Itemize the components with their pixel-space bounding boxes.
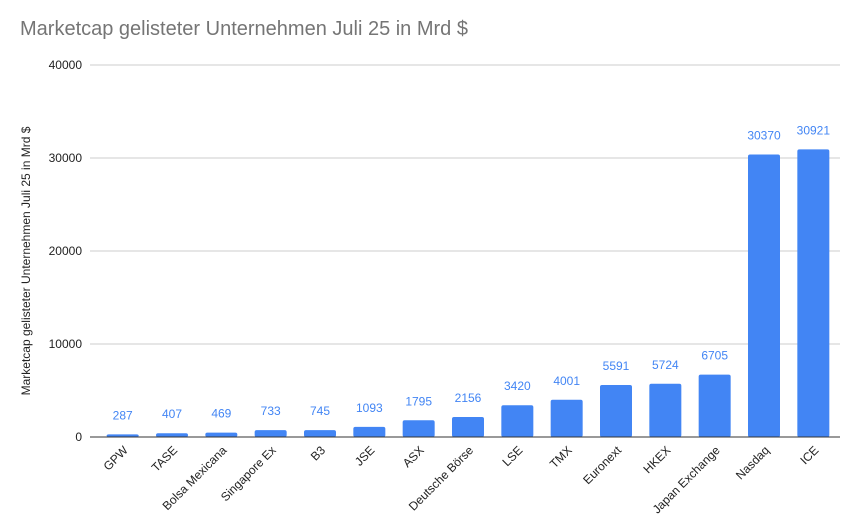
x-tick-label: ICE <box>797 443 821 467</box>
bar <box>205 432 238 437</box>
data-labels: 287 407 469 733 745 1093 1795 2156 3420 4001 5591 5… <box>113 123 831 422</box>
x-tick-label: JSE <box>352 443 377 468</box>
data-label: 469 <box>211 407 231 421</box>
bar <box>304 430 336 437</box>
y-tick-label: 0 <box>75 430 82 444</box>
bar <box>501 405 534 437</box>
y-tick-label: 10000 <box>49 337 83 351</box>
x-tick-label: TMX <box>547 443 575 471</box>
y-tick-label: 40000 <box>49 58 83 72</box>
bar <box>649 383 682 437</box>
data-label: 1795 <box>405 394 432 408</box>
y-tick-label: 20000 <box>49 244 83 258</box>
bar <box>353 426 386 437</box>
gridlines <box>90 64 840 345</box>
data-label: 30370 <box>747 129 781 143</box>
bar <box>797 149 830 437</box>
bar <box>156 433 188 437</box>
bars <box>106 149 830 437</box>
data-label: 287 <box>113 408 133 422</box>
data-label: 5591 <box>603 359 630 373</box>
data-label: 407 <box>162 407 182 421</box>
x-tick-label: Nasdaq <box>733 443 772 482</box>
bar <box>254 430 287 437</box>
data-label: 30921 <box>797 123 831 137</box>
chart-title: Marketcap gelisteter Unternehmen Juli 25… <box>20 18 468 40</box>
data-label: 5724 <box>652 358 679 372</box>
y-axis-title: Marketcap gelisteter Unternehmen Juli 25… <box>19 126 33 395</box>
data-label: 4001 <box>553 374 580 388</box>
bar <box>698 374 731 437</box>
data-label: 6705 <box>701 349 728 363</box>
x-tick-label: GPW <box>101 443 132 474</box>
x-tick-label: Euronext <box>580 443 624 487</box>
data-label: 2156 <box>455 391 482 405</box>
y-tick-label: 30000 <box>49 151 83 165</box>
bar <box>748 154 780 437</box>
bar <box>106 434 139 437</box>
y-axis-ticks: 0 10000 20000 30000 40000 <box>49 58 83 444</box>
bar <box>402 420 435 437</box>
x-tick-label: LSE <box>500 443 526 469</box>
data-label: 3420 <box>504 379 531 393</box>
data-label: 733 <box>261 404 281 418</box>
data-label: 1093 <box>356 401 383 415</box>
bar <box>452 416 484 437</box>
x-tick-label: B3 <box>308 443 329 464</box>
x-tick-label: ASX <box>400 443 427 470</box>
bar <box>600 385 632 437</box>
x-tick-label: TASE <box>149 443 180 474</box>
bar <box>550 399 583 437</box>
x-tick-label: HKEX <box>640 443 673 476</box>
data-label: 745 <box>310 404 330 418</box>
